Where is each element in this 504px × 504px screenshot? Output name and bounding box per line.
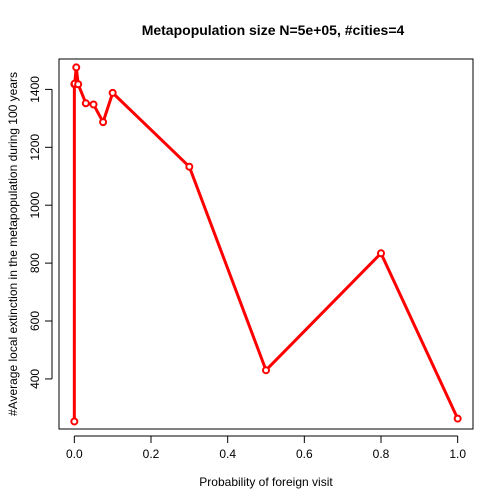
series-layer [70,63,462,426]
x-tick-label: 1.0 [449,447,466,461]
data-point [262,366,270,375]
data-point [81,99,90,108]
x-axis-label: Probability of foreign visit [199,475,333,489]
y-axis-label: #Average local extinction in the metapop… [6,72,20,416]
data-point [108,88,117,97]
data-point [377,249,385,258]
y-tick-label: 800 [28,253,42,273]
data-point [72,63,81,72]
data-point [70,417,79,426]
data-point [74,80,83,89]
data-point [89,100,98,109]
x-tick-label: 0.4 [219,447,236,461]
chart-title: Metapopulation size N=5e+05, #cities=4 [142,22,405,38]
y-tick-label: 400 [28,369,42,389]
x-tick-label: 0.2 [143,447,160,461]
data-point [453,414,462,423]
x-tick-label: 0.6 [296,447,313,461]
x-tick-label: 0.8 [373,447,390,461]
y-tick-label: 600 [28,311,42,331]
data-point [185,162,194,171]
y-tick-label: 1400 [28,76,42,103]
x-tick-label: 0.0 [66,447,83,461]
data-point [99,118,108,127]
plot-frame [58,58,474,430]
y-tick-label: 1000 [28,192,42,219]
x-axis: 0.0 0.2 0.4 0.6 0.8 1.0 [66,435,466,461]
y-tick-label: 1200 [28,134,42,161]
y-axis: 400 600 800 1000 1200 1400 [28,76,53,389]
